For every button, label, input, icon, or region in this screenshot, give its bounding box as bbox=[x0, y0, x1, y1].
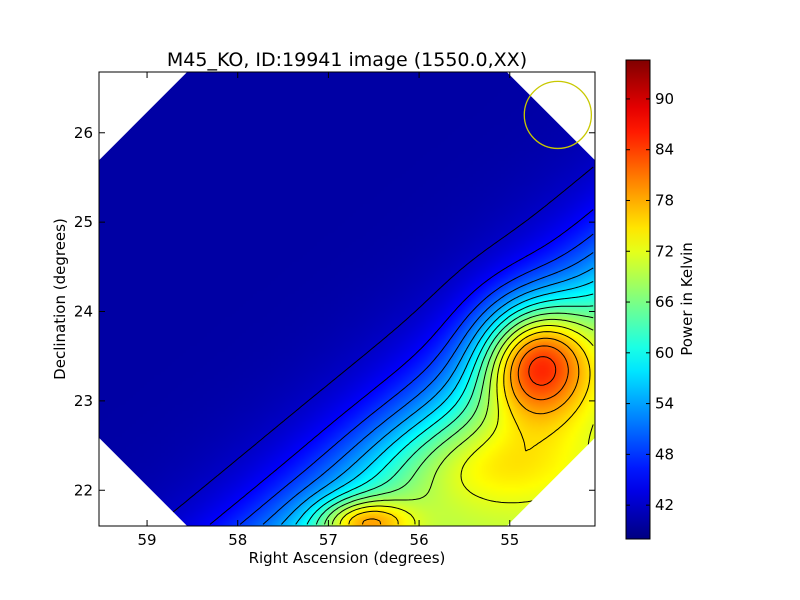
contour-line bbox=[281, 267, 594, 525]
x-tick-label: 55 bbox=[500, 531, 519, 549]
colorbar-tick-label: 60 bbox=[655, 344, 674, 362]
contour-line bbox=[306, 293, 594, 525]
x-tick-label: 56 bbox=[410, 531, 429, 549]
contour-line bbox=[315, 305, 594, 525]
heatmap-area bbox=[99, 72, 595, 526]
contour-line bbox=[295, 281, 594, 525]
y-tick-label: 22 bbox=[74, 481, 93, 499]
heatmap-image bbox=[99, 72, 595, 526]
x-axis-ticks: 59 58 57 56 55 bbox=[138, 72, 519, 549]
colorbar-tick-label: 66 bbox=[655, 293, 674, 311]
colorbar-tick-label: 90 bbox=[655, 90, 674, 108]
contour-line bbox=[348, 331, 591, 525]
x-tick-label: 57 bbox=[319, 531, 338, 549]
beam-circle bbox=[523, 80, 593, 150]
colorbar bbox=[625, 59, 651, 540]
contour-line bbox=[262, 252, 594, 525]
colorbar-label: Power in Kelvin bbox=[678, 242, 696, 356]
contour-line bbox=[157, 166, 594, 525]
plot-frame bbox=[98, 71, 596, 527]
colorbar-ticks: 42 48 54 60 66 72 78 84 90 bbox=[626, 90, 674, 514]
x-axis-label: Right Ascension (degrees) bbox=[249, 549, 446, 567]
y-tick-label: 23 bbox=[74, 392, 93, 410]
x-tick-label: 58 bbox=[228, 531, 247, 549]
colorbar-tick-label: 72 bbox=[655, 242, 674, 260]
contour-line bbox=[517, 345, 569, 401]
contour-line bbox=[324, 312, 594, 525]
x-tick-label: 59 bbox=[138, 531, 157, 549]
contour-line bbox=[209, 209, 594, 525]
colorbar-tick-label: 78 bbox=[655, 191, 674, 209]
colorbar-tick-label: 42 bbox=[655, 496, 674, 514]
contour-line bbox=[528, 356, 557, 386]
y-tick-label: 25 bbox=[74, 213, 93, 231]
colorbar-tick-label: 48 bbox=[655, 445, 674, 463]
contour-line bbox=[239, 233, 594, 525]
colorbar-tick-label: 54 bbox=[655, 395, 674, 413]
y-tick-label: 26 bbox=[74, 124, 93, 142]
contour-line bbox=[362, 337, 580, 525]
contour-lines bbox=[157, 166, 594, 525]
y-axis-label: Declination (degrees) bbox=[51, 218, 69, 380]
contour-line bbox=[331, 318, 594, 525]
chart-title: M45_KO, ID:19941 image (1550.0,XX) bbox=[167, 49, 527, 71]
y-axis-ticks: 22 23 24 25 26 bbox=[74, 124, 595, 499]
colorbar-tick-label: 84 bbox=[655, 141, 674, 159]
y-tick-label: 24 bbox=[74, 303, 93, 321]
